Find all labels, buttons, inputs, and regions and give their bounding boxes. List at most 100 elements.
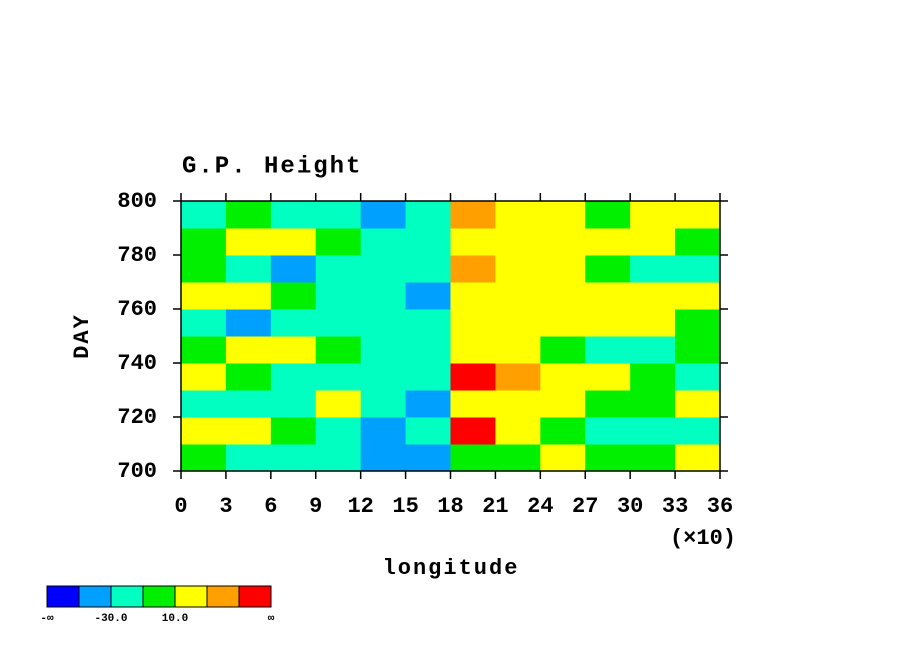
field-cell	[225, 282, 272, 310]
field-cell	[270, 417, 317, 445]
field-cell	[630, 309, 676, 337]
field-cell	[450, 363, 496, 391]
field-cell	[675, 282, 721, 310]
y-tick-label: 780	[117, 243, 157, 268]
field-cell	[585, 228, 631, 256]
x-tick-label: 36	[707, 494, 733, 519]
field-cell	[630, 282, 676, 310]
field-cell	[585, 390, 631, 418]
field-cell	[585, 201, 631, 229]
field-cell	[360, 444, 407, 472]
field-cell	[270, 228, 317, 256]
field-cell	[270, 255, 317, 283]
field-cell	[585, 336, 631, 364]
x-tick-label: 18	[437, 494, 463, 519]
field-cell	[585, 309, 631, 337]
field-cell	[315, 282, 362, 310]
field-cell	[540, 309, 586, 337]
field-cell	[495, 390, 541, 418]
field-cell	[450, 444, 496, 472]
field-cell	[315, 228, 362, 256]
field-cell	[225, 417, 272, 445]
colorbar-box	[78, 585, 112, 608]
colorbar-box	[142, 585, 176, 608]
colorbar-box	[174, 585, 208, 608]
field-cell	[675, 390, 721, 418]
field-cell	[585, 282, 631, 310]
field-cell	[585, 363, 631, 391]
colorbar-box	[110, 585, 144, 608]
field-cell	[360, 282, 407, 310]
colorbar-box	[46, 585, 80, 608]
field-cell	[405, 201, 451, 229]
field-cell	[540, 228, 586, 256]
x-tick-label: 24	[527, 494, 553, 519]
field-cell	[405, 444, 451, 472]
field-cell	[675, 255, 721, 283]
field-cell	[495, 255, 541, 283]
field-cell	[225, 201, 272, 229]
colorbar-box	[238, 585, 272, 608]
x-tick-label: 3	[219, 494, 232, 519]
field-cell	[315, 201, 362, 229]
field-cell	[405, 282, 451, 310]
x-tick-label: 21	[482, 494, 508, 519]
x-tick-label: 33	[662, 494, 688, 519]
x-axis-label: longitude	[383, 556, 520, 581]
field-cell	[540, 201, 586, 229]
field-cell	[630, 336, 676, 364]
field-cell	[225, 444, 272, 472]
field-cell	[315, 336, 362, 364]
field-cell	[450, 282, 496, 310]
field-cell	[360, 255, 407, 283]
field-cell	[675, 228, 721, 256]
field-cell	[540, 282, 586, 310]
field-cell	[585, 255, 631, 283]
field-cell	[540, 444, 586, 472]
field-cell	[360, 336, 407, 364]
x-tick-label: 0	[174, 494, 187, 519]
y-tick-label: 800	[117, 189, 157, 214]
field-cell	[270, 336, 317, 364]
field-cell	[675, 336, 721, 364]
field-cell	[405, 228, 451, 256]
field-cell	[360, 201, 407, 229]
field-cell	[450, 309, 496, 337]
field-cell	[630, 255, 676, 283]
field-cell	[630, 444, 676, 472]
field-cell	[360, 363, 407, 391]
field-cell	[315, 417, 362, 445]
field-cell	[495, 201, 541, 229]
y-tick-label: 700	[117, 459, 157, 484]
field-cell	[585, 417, 631, 445]
field-cell	[675, 417, 721, 445]
field-cell	[315, 255, 362, 283]
field-cell	[360, 309, 407, 337]
field-cell	[495, 417, 541, 445]
field-cell	[181, 444, 227, 472]
field-cell	[630, 390, 676, 418]
field-cell	[450, 390, 496, 418]
field-cell	[181, 255, 227, 283]
field-cell	[405, 255, 451, 283]
x-tick-label: 27	[572, 494, 598, 519]
field-cell	[675, 363, 721, 391]
field-cell	[225, 309, 272, 337]
field-cell	[181, 309, 227, 337]
field-cell	[540, 390, 586, 418]
x-tick-label: 6	[264, 494, 277, 519]
y-tick-label: 740	[117, 351, 157, 376]
field-cell	[270, 309, 317, 337]
field-cell	[360, 390, 407, 418]
field-cell	[360, 417, 407, 445]
y-tick-label: 720	[117, 405, 157, 430]
field-cell	[675, 309, 721, 337]
field-cell	[585, 444, 631, 472]
field-cell	[181, 201, 227, 229]
field-cell	[540, 363, 586, 391]
field-cell	[540, 417, 586, 445]
field-cell	[405, 417, 451, 445]
field-cell	[450, 201, 496, 229]
field-cell	[450, 417, 496, 445]
field-cell	[495, 363, 541, 391]
